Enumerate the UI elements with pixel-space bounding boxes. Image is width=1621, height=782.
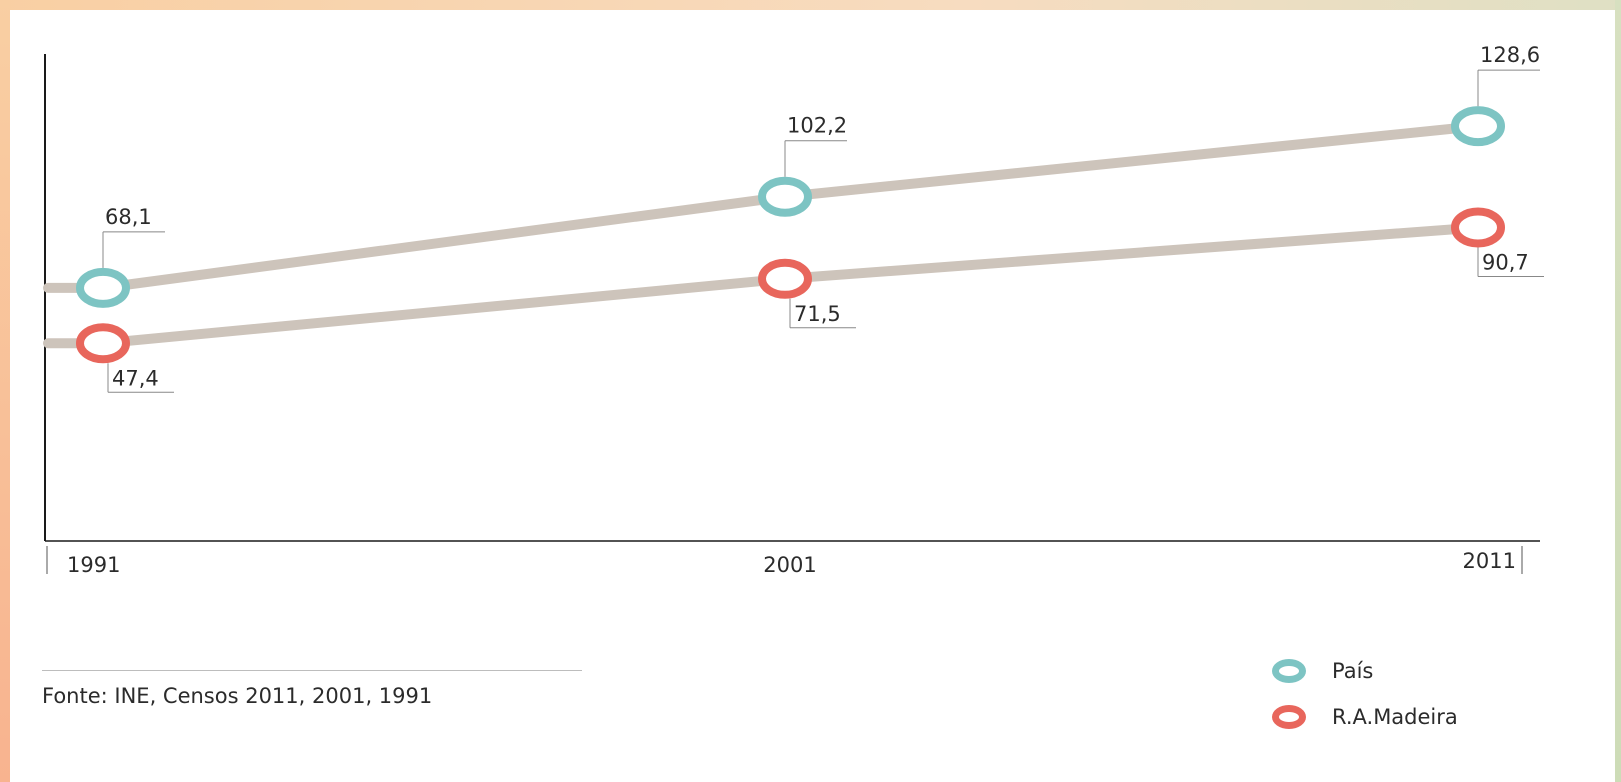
series-line-madeira: [43, 222, 1483, 349]
x-tick-label-1991: 1991: [67, 553, 120, 577]
x-tick-label-2001: 2001: [763, 553, 816, 577]
source-divider: [42, 670, 582, 671]
legend-item-pais: País: [1272, 648, 1458, 694]
data-label-pais-1991: 68,1: [105, 205, 152, 229]
frame-left-border: [0, 0, 10, 782]
point-madeira-2001: [758, 258, 812, 299]
frame-right-border: [1615, 0, 1621, 782]
point-pais-1991: [76, 267, 130, 308]
data-label-madeira-1991: 47,4: [112, 366, 159, 390]
point-pais-2011: [1451, 106, 1505, 147]
point-madeira-2011: [1451, 207, 1505, 248]
source-note: Fonte: INE, Censos 2011, 2001, 1991: [42, 684, 433, 708]
data-label-pais-2011: 128,6: [1480, 43, 1540, 67]
x-tick-label-2011: 2011: [1463, 549, 1516, 573]
legend: País R.A.Madeira: [1272, 648, 1458, 740]
point-madeira-1991: [76, 323, 130, 364]
series-line-pais: [43, 121, 1483, 293]
frame-top-border: [0, 0, 1621, 10]
legend-label-madeira: R.A.Madeira: [1332, 705, 1458, 729]
legend-label-pais: País: [1332, 659, 1374, 683]
data-label-madeira-2011: 90,7: [1482, 250, 1529, 274]
data-label-madeira-2001: 71,5: [794, 302, 841, 326]
point-pais-2001: [758, 176, 812, 217]
legend-marker-pais: [1272, 659, 1306, 683]
legend-item-madeira: R.A.Madeira: [1272, 694, 1458, 740]
legend-marker-madeira: [1272, 705, 1306, 729]
data-label-pais-2001: 102,2: [787, 114, 847, 138]
line-chart: 1991 2001 2011 68,1 102,2 128,6 47,4 71,5 90,7: [43, 43, 1544, 577]
